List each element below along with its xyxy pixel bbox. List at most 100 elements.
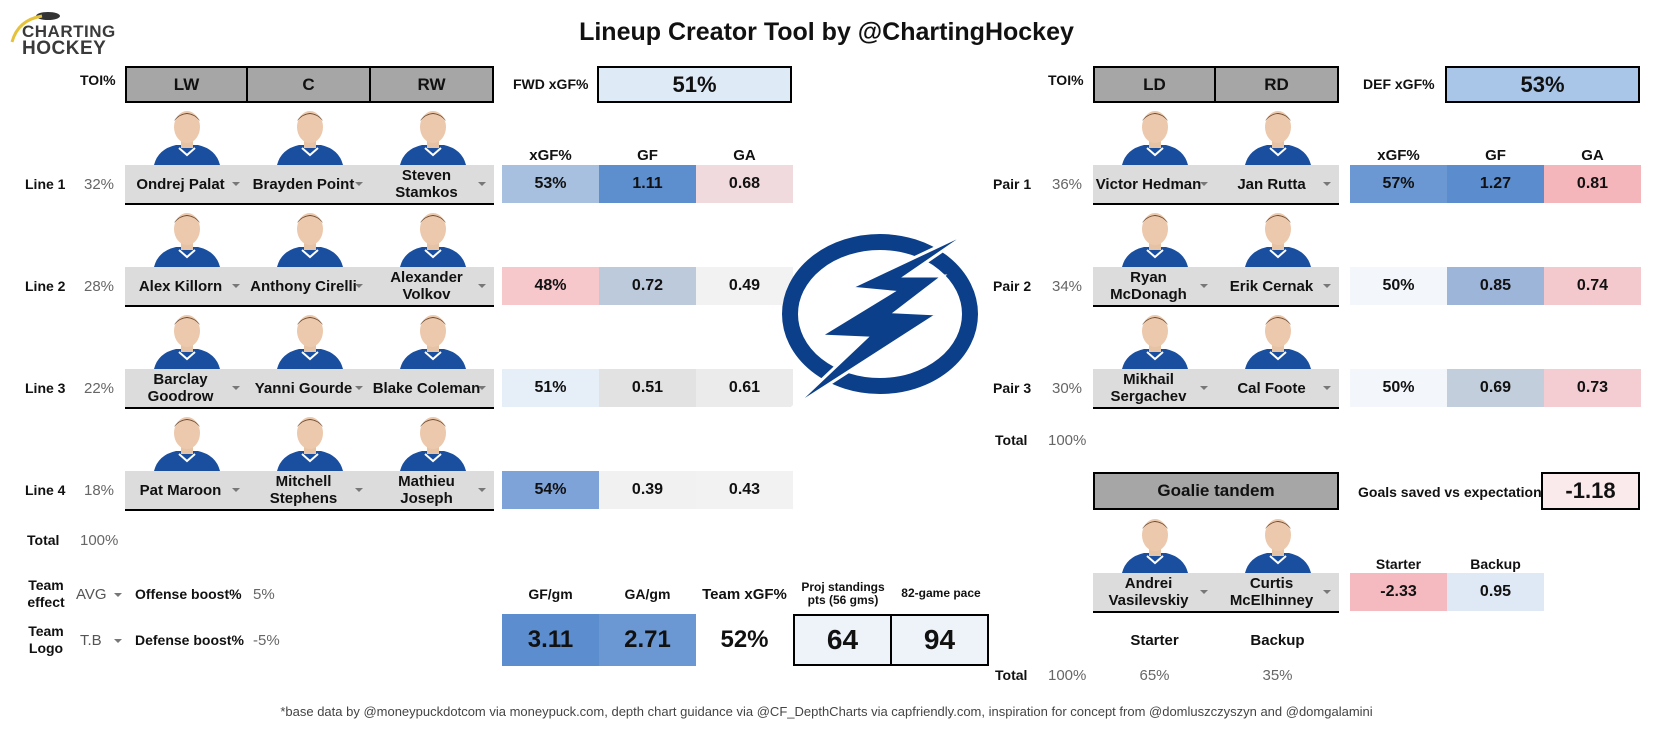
line4-lw-select[interactable]: Pat Maroon	[125, 471, 248, 511]
line2-label: Line 2	[25, 278, 66, 294]
player-headshot-icon	[275, 309, 345, 369]
chevron-down-icon[interactable]	[114, 592, 122, 597]
pair1-rd-select[interactable]: Jan Rutta	[1216, 165, 1339, 205]
chevron-down-icon[interactable]	[1323, 284, 1331, 288]
goalie-starter-select[interactable]: Andrei Vasilevskiy	[1093, 573, 1216, 613]
fwd-toi-label: TOI%	[80, 72, 116, 88]
header-c: C	[248, 66, 371, 103]
def-stat-header-gf: GF	[1485, 147, 1506, 164]
line2-c-select[interactable]: Anthony Cirelli	[248, 267, 371, 307]
line1-gf: 1.11	[599, 165, 696, 203]
proj-standings-label: Proj standings pts (56 gms)	[801, 580, 885, 607]
line3-rw-select[interactable]: Blake Coleman	[371, 369, 494, 409]
line2-lw-select[interactable]: Alex Killorn	[125, 267, 248, 307]
player-name: Ondrej Palat	[136, 175, 225, 193]
pair3-toi: 30%	[1052, 380, 1083, 397]
chevron-down-icon[interactable]	[232, 386, 240, 390]
line4-rw-select[interactable]: Mathieu Joseph	[371, 471, 494, 511]
line3-lw-select[interactable]: Barclay Goodrow	[125, 369, 248, 409]
chevron-down-icon[interactable]	[1200, 284, 1208, 288]
ga-gm-value: 2.71	[599, 614, 696, 666]
chevron-down-icon[interactable]	[478, 182, 486, 186]
chevron-down-icon[interactable]	[478, 284, 486, 288]
fwd-stat-header-xgf: xGF%	[529, 147, 572, 164]
player-name: Mikhail Sergachev	[1110, 371, 1187, 405]
line2-rw-select[interactable]: Alexander Volkov	[371, 267, 494, 307]
player-headshot-icon	[398, 207, 468, 267]
pair2-xgf: 50%	[1350, 267, 1447, 305]
goalie-starter-value: -2.33	[1350, 573, 1447, 611]
line2-toi: 28%	[84, 278, 115, 295]
goalie-stat-header-backup: Backup	[1470, 556, 1521, 572]
line3-label: Line 3	[25, 380, 66, 396]
chevron-down-icon[interactable]	[1323, 386, 1331, 390]
pair2-rd-select[interactable]: Erik Cernak	[1216, 267, 1339, 307]
chevron-down-icon[interactable]	[232, 284, 240, 288]
team-effect-select[interactable]: AVG	[76, 586, 126, 603]
pair3-rd-select[interactable]: Cal Foote	[1216, 369, 1339, 409]
player-headshot-icon	[398, 411, 468, 471]
line4-label: Line 4	[25, 482, 66, 498]
def-xgf-value: 53%	[1445, 66, 1640, 103]
charting-hockey-logo: CHARTING HOCKEY	[8, 8, 126, 60]
chevron-down-icon[interactable]	[1200, 590, 1208, 594]
chevron-down-icon[interactable]	[114, 638, 122, 643]
pair3-ld-select[interactable]: Mikhail Sergachev	[1093, 369, 1216, 409]
chevron-down-icon[interactable]	[1200, 182, 1208, 186]
chevron-down-icon[interactable]	[232, 182, 240, 186]
pair3-ga: 0.73	[1544, 369, 1641, 407]
line2-gf: 0.72	[599, 267, 696, 305]
defense-boost-label: Defense boost%	[135, 632, 244, 648]
line1-lw-select[interactable]: Ondrej Palat	[125, 165, 248, 205]
player-name: Jan Rutta	[1237, 175, 1306, 193]
player-headshot-icon	[1243, 207, 1313, 267]
fwd-xgf-value: 51%	[597, 66, 792, 103]
chevron-down-icon[interactable]	[1323, 182, 1331, 186]
fwd-total-value: 100%	[80, 532, 119, 549]
pair1-ld-select[interactable]: Victor Hedman	[1093, 165, 1216, 205]
goalie-total-label: Total	[995, 667, 1028, 683]
team-logo-select[interactable]: T.B	[80, 632, 126, 649]
pair3-gf: 0.69	[1447, 369, 1544, 407]
chevron-down-icon[interactable]	[232, 488, 240, 492]
chevron-down-icon[interactable]	[478, 488, 486, 492]
header-rw: RW	[371, 66, 494, 103]
chevron-down-icon[interactable]	[355, 386, 363, 390]
player-name: Alex Killorn	[138, 277, 223, 295]
chevron-down-icon[interactable]	[355, 284, 363, 288]
puck-swoosh-icon	[10, 12, 60, 43]
def-total-value: 100%	[1048, 432, 1087, 449]
header-rd: RD	[1216, 66, 1339, 103]
line2-xgf: 48%	[502, 267, 599, 305]
pair2-ld-select[interactable]: Ryan McDonagh	[1093, 267, 1216, 307]
line4-gf: 0.39	[599, 471, 696, 509]
chevron-down-icon[interactable]	[355, 488, 363, 492]
player-headshot-icon	[152, 309, 222, 369]
pace-value: 94	[890, 614, 989, 666]
line3-c-select[interactable]: Yanni Gourde	[248, 369, 371, 409]
line1-c-select[interactable]: Brayden Point	[248, 165, 371, 205]
player-headshot-icon	[275, 411, 345, 471]
fwd-total-label: Total	[27, 532, 60, 548]
player-headshot-icon	[398, 309, 468, 369]
line1-ga: 0.68	[696, 165, 793, 203]
goalie-backup-select[interactable]: Curtis McElhinney	[1216, 573, 1339, 613]
def-toi-label: TOI%	[1048, 72, 1084, 88]
line4-ga: 0.43	[696, 471, 793, 509]
proj-standings-value: 64	[793, 614, 892, 666]
chevron-down-icon[interactable]	[355, 182, 363, 186]
chevron-down-icon[interactable]	[1200, 386, 1208, 390]
player-name: Curtis McElhinney	[1229, 575, 1314, 609]
chevron-down-icon[interactable]	[478, 386, 486, 390]
chevron-down-icon[interactable]	[1323, 590, 1331, 594]
line1-rw-select[interactable]: Steven Stamkos	[371, 165, 494, 205]
line1-toi: 32%	[84, 176, 115, 193]
player-headshot-icon	[1120, 207, 1190, 267]
player-headshot-icon	[1120, 105, 1190, 165]
fwd-stat-header-gf: GF	[637, 147, 658, 164]
player-name: Barclay Goodrow	[147, 371, 214, 405]
pair3-label: Pair 3	[993, 380, 1032, 396]
line4-c-select[interactable]: Mitchell Stephens	[248, 471, 371, 511]
pair2-gf: 0.85	[1447, 267, 1544, 305]
goalie-starter-pct: 65%	[1139, 667, 1170, 684]
